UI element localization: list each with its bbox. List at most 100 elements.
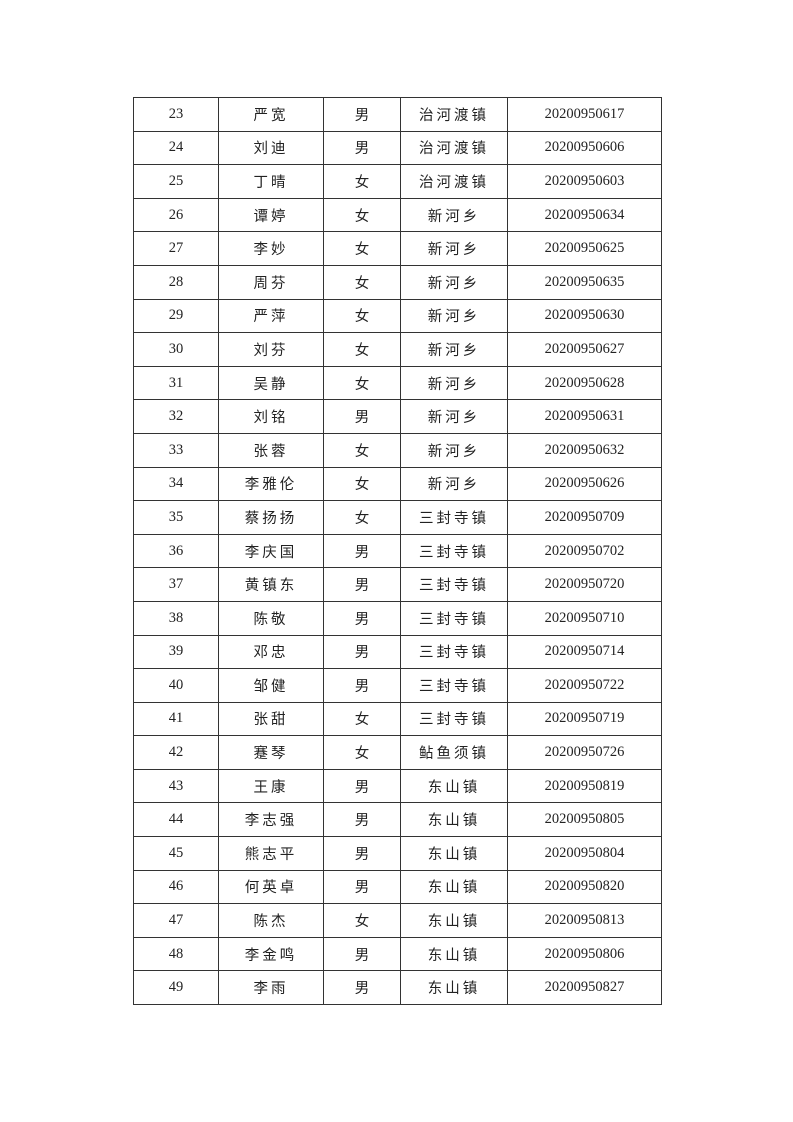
cell-exam-id: 20200950819 <box>507 768 662 804</box>
cell-index: 44 <box>133 802 219 838</box>
cell-index: 23 <box>133 97 219 132</box>
cell-town: 三封寺镇 <box>400 567 508 602</box>
cell-gender: 女 <box>323 903 401 938</box>
cell-town: 新河乡 <box>400 399 508 434</box>
table-row: 29 严萍女新河乡 20200950630 <box>133 298 662 334</box>
cell-gender: 男 <box>323 936 401 972</box>
cell-town: 三封寺镇 <box>400 634 508 670</box>
table-row: 27 李妙女新河乡 20200950625 <box>133 231 662 266</box>
table-row: 35 蔡扬扬女三封寺镇 20200950709 <box>133 500 662 535</box>
table-row: 45 熊志平男东山镇 20200950804 <box>133 836 662 871</box>
table-row: 28 周芬女新河乡 20200950635 <box>133 264 662 300</box>
cell-town: 新河乡 <box>400 298 508 334</box>
cell-town: 东山镇 <box>400 768 508 804</box>
cell-town: 治河渡镇 <box>400 164 508 199</box>
cell-name: 周芬 <box>218 264 324 300</box>
cell-exam-id: 20200950631 <box>507 399 662 434</box>
cell-exam-id: 20200950628 <box>507 365 662 401</box>
cell-exam-id: 20200950806 <box>507 936 662 972</box>
cell-town: 新河乡 <box>400 264 508 300</box>
cell-name: 邓忠 <box>218 634 324 670</box>
cell-name: 谭婷 <box>218 197 324 233</box>
cell-index: 47 <box>133 903 219 938</box>
table-row: 33 张蓉女新河乡 20200950632 <box>133 432 662 468</box>
cell-name: 李妙 <box>218 231 324 266</box>
cell-gender: 男 <box>323 668 401 703</box>
cell-name: 李志强 <box>218 802 324 838</box>
table-row: 43 王康男东山镇 20200950819 <box>133 768 662 804</box>
cell-town: 三封寺镇 <box>400 500 508 535</box>
cell-town: 新河乡 <box>400 365 508 401</box>
cell-gender: 女 <box>323 701 401 737</box>
cell-index: 46 <box>133 869 219 905</box>
cell-index: 26 <box>133 197 219 233</box>
cell-town: 三封寺镇 <box>400 600 508 636</box>
cell-gender: 男 <box>323 802 401 838</box>
cell-exam-id: 20200950813 <box>507 903 662 938</box>
table-row: 26 谭婷女新河乡 20200950634 <box>133 197 662 233</box>
cell-town: 新河乡 <box>400 197 508 233</box>
cell-town: 新河乡 <box>400 432 508 468</box>
cell-town: 鲇鱼须镇 <box>400 735 508 770</box>
cell-name: 吴静 <box>218 365 324 401</box>
cell-index: 31 <box>133 365 219 401</box>
cell-exam-id: 20200950635 <box>507 264 662 300</box>
cell-gender: 男 <box>323 836 401 871</box>
cell-exam-id: 20200950719 <box>507 701 662 737</box>
cell-index: 39 <box>133 634 219 670</box>
cell-gender: 男 <box>323 768 401 804</box>
cell-index: 48 <box>133 936 219 972</box>
cell-name: 李金鸣 <box>218 936 324 972</box>
cell-exam-id: 20200950804 <box>507 836 662 871</box>
cell-gender: 男 <box>323 567 401 602</box>
cell-exam-id: 20200950632 <box>507 432 662 468</box>
cell-gender: 女 <box>323 500 401 535</box>
cell-name: 李雅伦 <box>218 466 324 502</box>
cell-town: 治河渡镇 <box>400 97 508 132</box>
cell-index: 35 <box>133 500 219 535</box>
cell-name: 刘芬 <box>218 332 324 367</box>
table-row: 39 邓忠男三封寺镇 20200950714 <box>133 634 662 670</box>
table-row: 34 李雅伦女新河乡 20200950626 <box>133 466 662 502</box>
cell-gender: 男 <box>323 97 401 132</box>
cell-exam-id: 20200950722 <box>507 668 662 703</box>
cell-index: 33 <box>133 432 219 468</box>
cell-exam-id: 20200950625 <box>507 231 662 266</box>
cell-index: 41 <box>133 701 219 737</box>
cell-exam-id: 20200950709 <box>507 500 662 535</box>
roster-table-body: 23 严宽男治河渡镇 20200950617 24 刘迪男治河渡镇 20200950606… <box>133 97 662 1006</box>
cell-index: 28 <box>133 264 219 300</box>
cell-town: 治河渡镇 <box>400 130 508 166</box>
cell-index: 43 <box>133 768 219 804</box>
cell-name: 丁晴 <box>218 164 324 199</box>
cell-town: 三封寺镇 <box>400 668 508 703</box>
cell-index: 38 <box>133 600 219 636</box>
table-row: 40 邹健男三封寺镇 20200950722 <box>133 668 662 703</box>
cell-name: 李雨 <box>218 970 324 1006</box>
cell-gender: 女 <box>323 264 401 300</box>
cell-index: 40 <box>133 668 219 703</box>
cell-name: 黄镇东 <box>218 567 324 602</box>
cell-gender: 男 <box>323 600 401 636</box>
cell-index: 32 <box>133 399 219 434</box>
cell-town: 东山镇 <box>400 903 508 938</box>
table-row: 42 蹇琴女鲇鱼须镇 20200950726 <box>133 735 662 770</box>
cell-gender: 女 <box>323 197 401 233</box>
cell-gender: 女 <box>323 365 401 401</box>
table-row: 49 李雨男东山镇 20200950827 <box>133 970 662 1006</box>
cell-name: 严宽 <box>218 97 324 132</box>
cell-index: 30 <box>133 332 219 367</box>
cell-exam-id: 20200950827 <box>507 970 662 1006</box>
cell-town: 新河乡 <box>400 332 508 367</box>
cell-index: 49 <box>133 970 219 1006</box>
cell-name: 何英卓 <box>218 869 324 905</box>
table-row: 48 李金鸣男东山镇 20200950806 <box>133 936 662 972</box>
cell-gender: 男 <box>323 533 401 569</box>
cell-index: 29 <box>133 298 219 334</box>
cell-gender: 男 <box>323 130 401 166</box>
cell-name: 王康 <box>218 768 324 804</box>
table-row: 24 刘迪男治河渡镇 20200950606 <box>133 130 662 166</box>
cell-town: 东山镇 <box>400 836 508 871</box>
cell-index: 25 <box>133 164 219 199</box>
cell-name: 蔡扬扬 <box>218 500 324 535</box>
